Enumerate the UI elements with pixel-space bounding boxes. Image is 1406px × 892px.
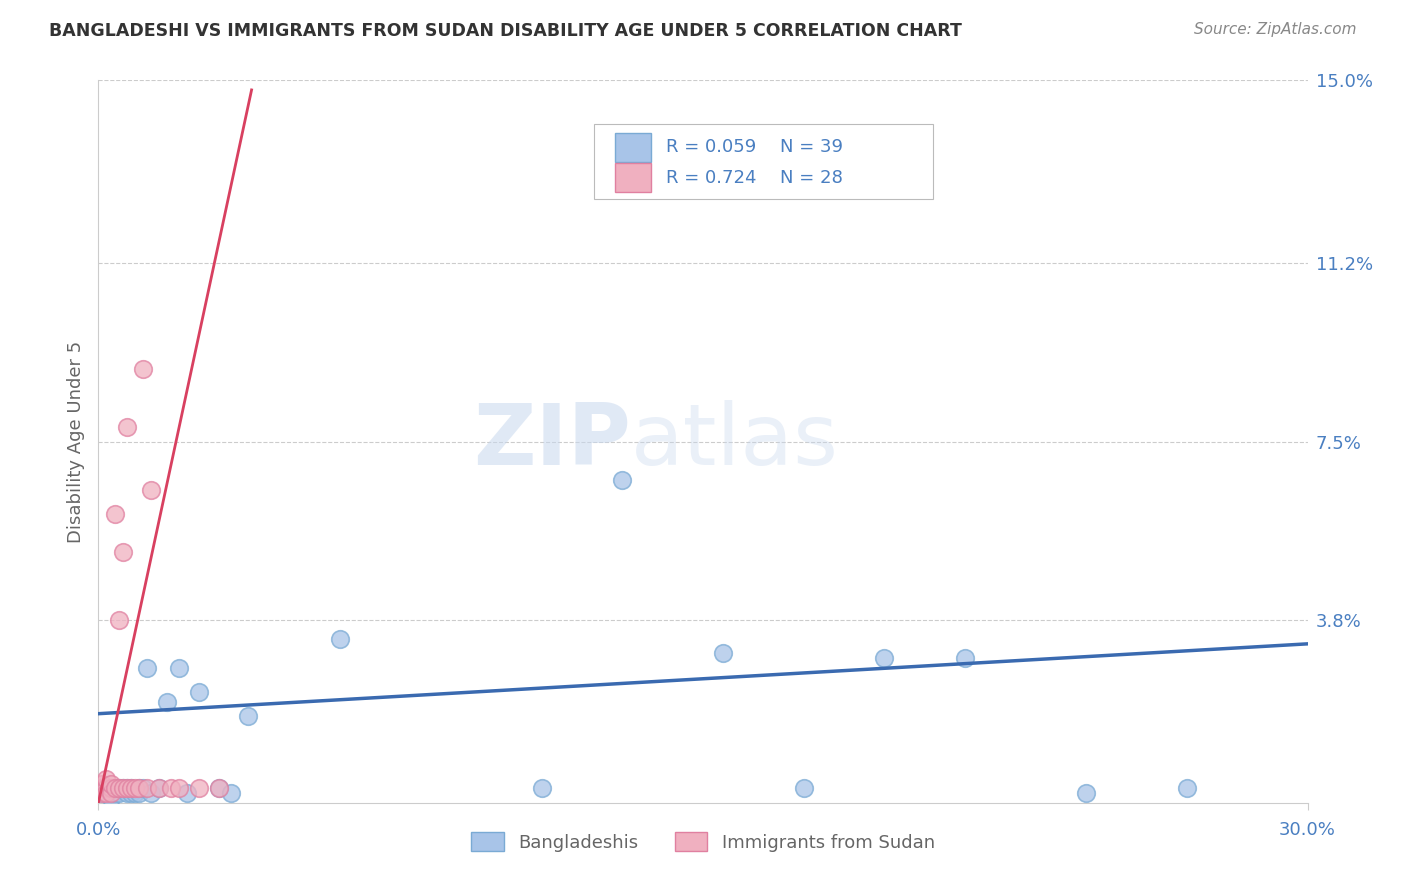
Point (100, 781, 122, 796)
Point (100, 786, 122, 800)
Point (115, 781, 138, 796)
Point (873, 651, 896, 665)
Point (139, 786, 162, 800)
Point (711, 647, 734, 661)
Point (128, 781, 150, 796)
Point (96, 786, 118, 800)
Point (111, 781, 134, 796)
FancyBboxPatch shape (595, 124, 932, 200)
Point (96, 772, 118, 786)
Text: atlas: atlas (630, 400, 838, 483)
Point (128, 786, 150, 800)
Point (530, 781, 553, 796)
Text: N = 28: N = 28 (780, 169, 844, 186)
Point (132, 362, 155, 376)
Point (91, 776, 114, 790)
Point (91, 786, 114, 800)
Point (100, 776, 122, 790)
Point (96, 786, 118, 800)
Bar (614, 133, 651, 162)
Point (120, 781, 142, 796)
Point (124, 786, 146, 800)
Point (148, 781, 170, 796)
Text: Source: ZipAtlas.com: Source: ZipAtlas.com (1194, 22, 1357, 37)
Point (208, 781, 231, 796)
Point (103, 507, 125, 521)
Point (188, 685, 211, 699)
Point (793, 781, 815, 796)
Point (167, 661, 190, 675)
Point (135, 661, 157, 675)
Point (91, 781, 114, 796)
Point (132, 781, 155, 796)
Point (96, 781, 118, 796)
Point (107, 781, 129, 796)
Point (953, 651, 976, 665)
Y-axis label: Disability Age Under 5: Disability Age Under 5 (66, 341, 84, 542)
Point (148, 781, 170, 796)
Point (100, 786, 122, 800)
Text: ZIP: ZIP (472, 400, 630, 483)
Point (208, 781, 231, 796)
Point (612, 473, 634, 487)
Point (103, 786, 125, 800)
Point (100, 791, 122, 805)
Point (124, 781, 146, 796)
Point (91, 786, 114, 800)
Point (100, 781, 122, 796)
Point (160, 781, 183, 796)
Point (111, 545, 134, 559)
Text: N = 39: N = 39 (780, 138, 844, 156)
Point (1175, 781, 1198, 796)
Point (107, 613, 129, 627)
Point (156, 695, 179, 709)
Text: BANGLADESHI VS IMMIGRANTS FROM SUDAN DISABILITY AGE UNDER 5 CORRELATION CHART: BANGLADESHI VS IMMIGRANTS FROM SUDAN DIS… (49, 22, 962, 40)
Point (188, 781, 211, 796)
Text: R = 0.724: R = 0.724 (665, 169, 756, 186)
Point (120, 781, 142, 796)
Point (103, 781, 125, 796)
Point (120, 786, 142, 800)
Legend: Bangladeshis, Immigrants from Sudan: Bangladeshis, Immigrants from Sudan (464, 825, 942, 859)
Point (111, 781, 134, 796)
Point (103, 781, 125, 796)
Point (115, 786, 138, 800)
Point (91, 781, 114, 796)
Point (221, 786, 243, 800)
Point (236, 709, 259, 723)
Point (167, 781, 190, 796)
Bar (614, 163, 651, 193)
Point (96, 781, 118, 796)
Point (128, 781, 150, 796)
Point (115, 420, 138, 434)
Point (115, 781, 138, 796)
Point (139, 483, 162, 497)
Point (329, 632, 352, 646)
Text: R = 0.059: R = 0.059 (665, 138, 756, 156)
Point (1074, 786, 1097, 800)
Point (176, 786, 198, 800)
Point (107, 786, 129, 800)
Point (107, 781, 129, 796)
Point (135, 781, 157, 796)
